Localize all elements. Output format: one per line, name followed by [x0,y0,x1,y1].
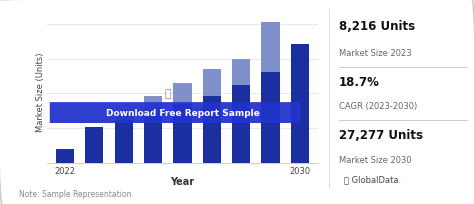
Bar [56,149,74,163]
Text: Download Free Report Sample: Download Free Report Sample [106,109,259,118]
Text: CAGR (2023-2030): CAGR (2023-2030) [339,102,417,111]
Bar [203,96,221,163]
Bar [85,128,103,163]
Text: 18.7%: 18.7% [339,75,380,88]
Bar [262,23,280,72]
Bar [232,59,250,85]
Text: Market Size 2023: Market Size 2023 [339,49,411,58]
Bar [115,121,133,163]
Bar [144,113,162,163]
Text: 27,277 Units: 27,277 Units [339,129,423,141]
Text: ⓠ GlobalData.: ⓠ GlobalData. [344,175,401,184]
Bar [144,97,162,113]
Y-axis label: Market Size (Units): Market Size (Units) [36,52,45,131]
Text: 🔒: 🔒 [164,88,171,98]
Text: Market Size 2030: Market Size 2030 [339,155,411,164]
Bar [291,45,309,163]
Text: 8,216 Units: 8,216 Units [339,20,415,33]
Bar [262,72,280,163]
X-axis label: Year: Year [171,176,194,186]
Bar [173,105,191,163]
Bar [173,83,191,105]
FancyBboxPatch shape [50,103,301,123]
Bar [203,69,221,96]
Text: Note: Sample Representation: Note: Sample Representation [19,189,131,198]
Bar [232,85,250,163]
Bar [115,110,133,121]
